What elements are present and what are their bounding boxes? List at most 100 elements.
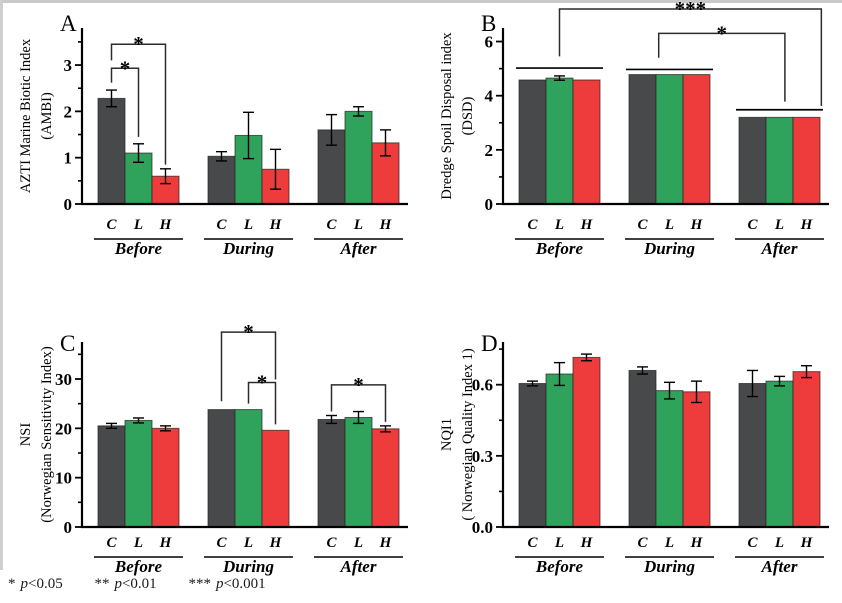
bar-l bbox=[655, 74, 684, 205]
panel-a-ambi-chart: A AZTI Marine Biotic Index (AMBI) C L H Before… bbox=[18, 11, 408, 258]
category-label: H bbox=[580, 217, 594, 233]
bar-l bbox=[344, 416, 373, 528]
category-label: L bbox=[554, 217, 564, 233]
y-axis-label-line2: (AMBI) bbox=[39, 92, 55, 140]
category-label: C bbox=[747, 535, 758, 551]
tick-label: 0.6 bbox=[472, 376, 493, 395]
category-label: C bbox=[747, 217, 758, 233]
significance-stars: * bbox=[243, 320, 254, 344]
p-symbol: p bbox=[114, 576, 122, 592]
category-label: C bbox=[106, 535, 117, 551]
significance-bracket bbox=[657, 32, 786, 102]
scan-artifact-top-edge bbox=[0, 0, 842, 3]
panel-letter: C bbox=[60, 331, 75, 356]
tick-label: 0 bbox=[64, 518, 73, 537]
significance-stars: ** bbox=[94, 576, 110, 592]
bar-l bbox=[545, 77, 574, 205]
category-label: C bbox=[216, 217, 227, 233]
bar-l bbox=[344, 110, 373, 205]
significance-bracket bbox=[247, 381, 277, 425]
group-label: After bbox=[340, 557, 377, 576]
significance-stars: * bbox=[717, 21, 728, 45]
category-label: C bbox=[326, 535, 337, 551]
tick-label: 2 bbox=[64, 102, 73, 121]
bar-c bbox=[317, 418, 346, 528]
category-label: L bbox=[353, 217, 363, 233]
group-label: Before bbox=[114, 239, 163, 258]
category-label: H bbox=[690, 535, 704, 551]
bar-c bbox=[518, 383, 547, 528]
bar-c bbox=[97, 97, 126, 205]
group-label: Before bbox=[535, 239, 584, 258]
group-label: After bbox=[761, 557, 798, 576]
category-label: L bbox=[353, 535, 363, 551]
scan-artifact-left-edge bbox=[0, 0, 3, 570]
significance-bracket bbox=[330, 384, 387, 422]
significance-bracket bbox=[220, 331, 277, 402]
y-axis-label-line1: AZTI Marine Biotic Index bbox=[18, 38, 34, 193]
tick-label: 10 bbox=[55, 469, 72, 488]
bar-c bbox=[518, 79, 547, 205]
bar-h bbox=[261, 429, 290, 528]
significance-stars: * bbox=[8, 576, 16, 592]
group-label: During bbox=[643, 239, 696, 258]
tick-label: 0 bbox=[64, 195, 73, 214]
category-label: C bbox=[527, 535, 538, 551]
significance-bracket bbox=[558, 8, 823, 106]
bar-c bbox=[628, 74, 657, 205]
tick-label: 0.0 bbox=[472, 518, 493, 537]
significance-key-item: * p<0.05 bbox=[8, 576, 63, 592]
category-label: L bbox=[664, 535, 674, 551]
p-symbol: p bbox=[215, 576, 224, 592]
bar-l bbox=[765, 380, 794, 528]
panel-letter: A bbox=[60, 11, 77, 36]
bar-h bbox=[792, 371, 821, 528]
tick-label: 30 bbox=[55, 370, 72, 389]
bar-l bbox=[765, 116, 794, 205]
group-label: During bbox=[222, 239, 275, 258]
significance-stars: * bbox=[257, 370, 268, 394]
bar-h bbox=[682, 391, 711, 528]
bar-c bbox=[207, 155, 236, 205]
category-label: H bbox=[159, 535, 173, 551]
bar-h bbox=[682, 74, 711, 205]
tick-label: 0.3 bbox=[472, 447, 493, 466]
group-label: Before bbox=[535, 557, 584, 576]
category-label: C bbox=[527, 217, 538, 233]
significance-bracket bbox=[110, 43, 167, 165]
tick-label: 4 bbox=[485, 87, 494, 106]
category-label: L bbox=[774, 535, 784, 551]
bar-c bbox=[738, 116, 767, 205]
bar-c bbox=[207, 409, 236, 528]
category-label: H bbox=[690, 217, 704, 233]
p-threshold: <0.001 bbox=[223, 576, 266, 592]
panel-letter: B bbox=[481, 11, 496, 36]
bar-l bbox=[124, 419, 153, 528]
category-label: C bbox=[106, 217, 117, 233]
tick-label: 20 bbox=[55, 419, 72, 438]
significance-stars: * bbox=[133, 32, 144, 56]
bar-h bbox=[151, 427, 180, 528]
group-label: During bbox=[643, 557, 696, 576]
group-label: After bbox=[761, 239, 798, 258]
category-label: L bbox=[774, 217, 784, 233]
significance-stars: * bbox=[120, 56, 131, 80]
category-label: C bbox=[216, 535, 227, 551]
category-label: L bbox=[664, 217, 674, 233]
p-symbol: p bbox=[20, 576, 29, 592]
significance-legend: * p<0.05 ** p<0.01 *** p<0.001 bbox=[8, 576, 294, 593]
bar-h bbox=[792, 116, 821, 205]
category-label: H bbox=[159, 217, 173, 233]
category-label: H bbox=[580, 535, 594, 551]
category-label: H bbox=[379, 535, 393, 551]
bar-l bbox=[234, 409, 263, 528]
significance-stars: *** bbox=[188, 576, 211, 592]
significance-stars: * bbox=[353, 373, 364, 397]
y-axis-label-line2: (DSD) bbox=[460, 97, 476, 136]
category-label: H bbox=[269, 535, 283, 551]
category-label: C bbox=[637, 535, 648, 551]
group-label: After bbox=[340, 239, 377, 258]
